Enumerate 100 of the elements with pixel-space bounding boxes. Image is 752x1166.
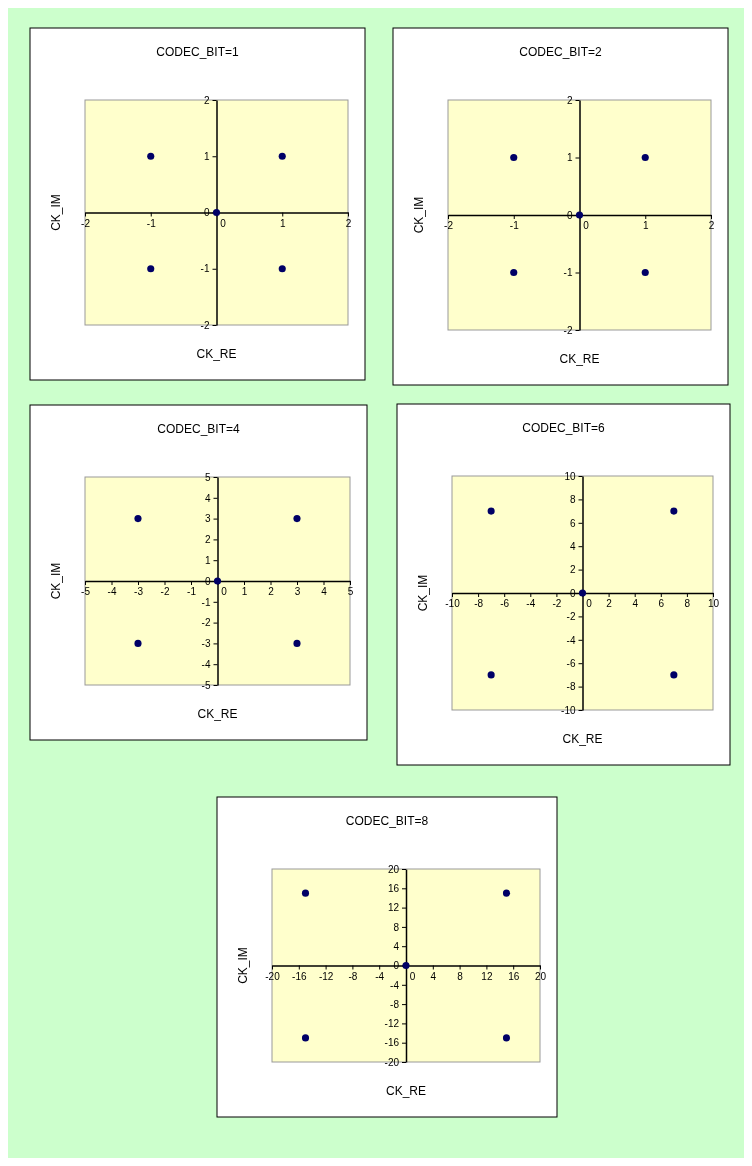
x-tick-label: -2 xyxy=(160,586,170,598)
x-tick-label: 4 xyxy=(321,586,328,598)
y-tick-label: 5 xyxy=(204,471,211,483)
y-tick-label: -1 xyxy=(563,267,573,279)
point xyxy=(641,268,649,277)
point xyxy=(502,889,511,897)
y-tick-label: 4 xyxy=(204,492,211,504)
x-tick-label: -2 xyxy=(444,220,454,232)
x-tick-label: 3 xyxy=(294,586,301,598)
chart-title: CODEC_BIT=8 xyxy=(345,814,429,828)
point xyxy=(487,671,495,679)
x-axis-title: CK_RE xyxy=(197,707,238,721)
y-tick-label: 20 xyxy=(387,863,400,875)
y-tick-label: -5 xyxy=(201,679,211,691)
y-tick-label: 2 xyxy=(204,534,211,546)
x-tick-label: -12 xyxy=(318,970,334,982)
point xyxy=(147,152,155,160)
x-tick-label: 1 xyxy=(642,220,649,232)
y-axis-title: CK_IM xyxy=(49,194,63,231)
x-tick-label: -3 xyxy=(134,586,144,598)
y-axis-title: CK_IM xyxy=(236,947,250,984)
y-tick-label: -20 xyxy=(384,1056,400,1068)
point xyxy=(147,265,155,273)
x-tick-label: 10 xyxy=(707,598,720,610)
x-tick-label: 2 xyxy=(606,598,613,610)
y-tick-label: 0 xyxy=(203,207,210,219)
x-tick-label: 1 xyxy=(241,586,248,598)
x-tick-label: -8 xyxy=(474,598,484,610)
y-tick-label: -2 xyxy=(563,324,573,336)
y-tick-label: 1 xyxy=(203,150,210,162)
chart-title: CODEC_BIT=6 xyxy=(522,421,606,435)
x-tick-label: 0 xyxy=(583,220,590,232)
x-tick-label: -4 xyxy=(526,598,536,610)
x-tick-label: 16 xyxy=(508,970,520,982)
y-tick-label: -4 xyxy=(566,634,576,646)
point xyxy=(212,208,221,217)
point xyxy=(293,639,301,647)
x-tick-label: 6 xyxy=(658,598,665,610)
point xyxy=(487,507,495,515)
y-tick-label: 8 xyxy=(569,494,576,506)
x-tick-label: 0 xyxy=(220,217,227,229)
x-tick-label: -1 xyxy=(146,217,157,229)
y-tick-label: 2 xyxy=(569,564,576,576)
y-tick-label: -10 xyxy=(561,704,576,716)
y-axis-title: CK_IM xyxy=(412,196,426,234)
x-tick-label: 8 xyxy=(457,970,464,982)
y-tick-label: -6 xyxy=(566,657,576,669)
y-tick-label: 1 xyxy=(566,152,573,164)
x-tick-label: -10 xyxy=(445,598,461,610)
chart-title: CODEC_BIT=1 xyxy=(156,45,240,59)
y-tick-label: -4 xyxy=(201,658,211,670)
chart-title: CODEC_BIT=2 xyxy=(519,45,603,59)
y-tick-label: 4 xyxy=(393,940,400,952)
x-axis-title: CK_RE xyxy=(385,1084,427,1098)
x-tick-label: 5 xyxy=(347,586,354,598)
y-tick-label: 10 xyxy=(564,470,576,482)
x-tick-label: 4 xyxy=(430,970,437,982)
y-tick-label: 4 xyxy=(569,540,576,552)
x-tick-label: -6 xyxy=(500,598,510,610)
point xyxy=(502,1034,511,1042)
y-tick-label: -3 xyxy=(201,638,211,650)
x-tick-label: 12 xyxy=(481,970,493,982)
x-axis-title: CK_RE xyxy=(562,732,603,746)
point xyxy=(575,211,584,219)
y-tick-label: 12 xyxy=(387,902,400,914)
point xyxy=(134,515,142,523)
y-tick-label: -1 xyxy=(200,263,210,275)
point xyxy=(641,153,649,162)
y-tick-label: 0 xyxy=(393,960,400,972)
x-axis-title: CK_RE xyxy=(196,347,237,361)
x-tick-label: 0 xyxy=(221,586,228,598)
y-tick-label: 2 xyxy=(203,94,210,106)
x-tick-label: -16 xyxy=(292,970,307,982)
y-tick-label: -12 xyxy=(384,1018,400,1030)
x-tick-label: 8 xyxy=(684,598,691,610)
y-tick-label: 1 xyxy=(204,554,211,566)
x-tick-label: 0 xyxy=(409,970,416,982)
point xyxy=(278,152,286,160)
point xyxy=(301,1034,310,1042)
x-tick-label: 1 xyxy=(279,217,286,229)
point xyxy=(301,889,310,897)
y-axis-title: CK_IM xyxy=(416,574,430,612)
x-tick-label: -2 xyxy=(552,598,562,610)
x-tick-label: -20 xyxy=(265,970,281,982)
y-tick-label: 16 xyxy=(387,883,400,894)
point xyxy=(670,671,678,679)
x-tick-label: 4 xyxy=(632,598,639,610)
x-tick-label: -5 xyxy=(81,586,91,598)
point xyxy=(213,577,222,585)
point xyxy=(134,639,142,647)
y-tick-label: -4 xyxy=(390,979,400,991)
point xyxy=(293,515,301,523)
x-tick-label: 0 xyxy=(586,598,593,610)
point xyxy=(510,268,518,277)
x-tick-label: 2 xyxy=(708,220,715,232)
y-tick-label: -2 xyxy=(566,611,576,623)
x-tick-label: -4 xyxy=(375,970,385,982)
y-tick-label: 8 xyxy=(393,921,400,933)
point xyxy=(402,961,410,970)
x-tick-label: -8 xyxy=(348,970,358,982)
